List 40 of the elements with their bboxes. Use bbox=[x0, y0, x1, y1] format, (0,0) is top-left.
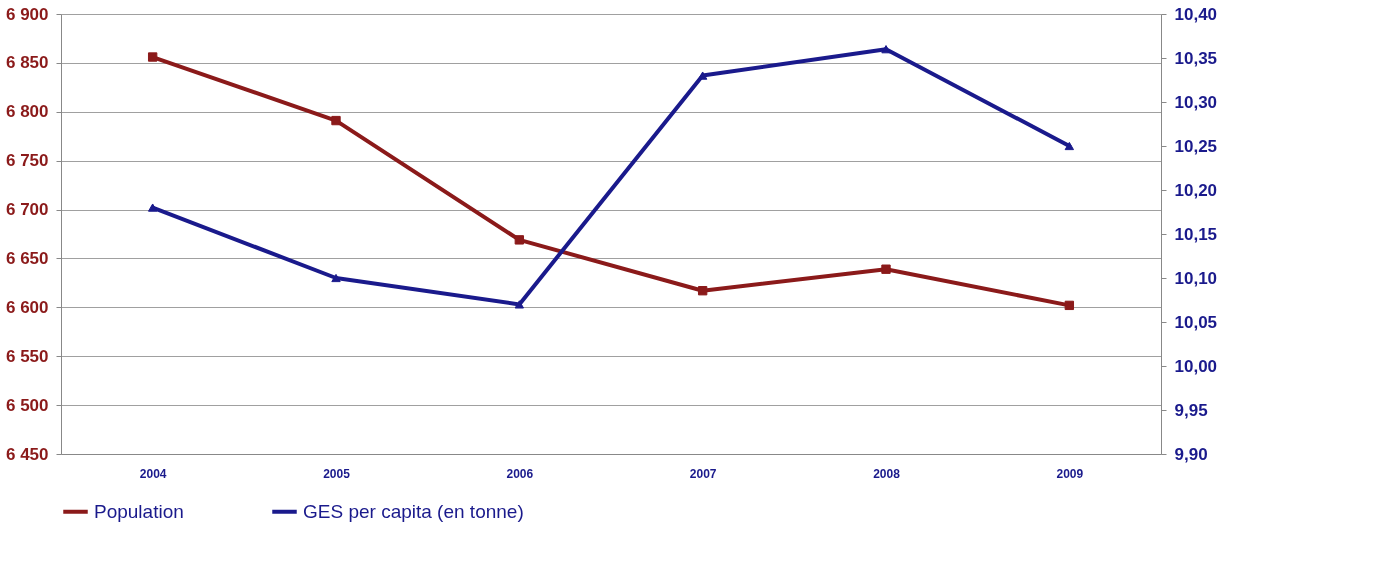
y2-tick-label: 10,10 bbox=[1174, 268, 1218, 288]
y-tick-label: 6 750 bbox=[5, 151, 49, 171]
y-tick-label: 6 450 bbox=[5, 444, 49, 464]
x-tick-label: 2009 bbox=[1056, 466, 1084, 481]
x-tick-label: 2007 bbox=[689, 466, 717, 481]
y-tick-label: 6 650 bbox=[5, 248, 49, 268]
y-tick-label: 6 600 bbox=[5, 297, 49, 317]
x-tick-label: 2004 bbox=[139, 466, 167, 481]
y2-tick-label: 10,15 bbox=[1174, 224, 1218, 244]
y2-tick-label: 9,90 bbox=[1174, 444, 1208, 464]
point bbox=[514, 235, 525, 245]
y-tick-label: 6 700 bbox=[5, 200, 49, 220]
x-tick-label: 2008 bbox=[873, 466, 901, 481]
point bbox=[147, 203, 158, 212]
point bbox=[331, 115, 341, 126]
y2-tick-label: 10,00 bbox=[1174, 356, 1218, 376]
point bbox=[1064, 141, 1075, 151]
legend-label: Population bbox=[94, 500, 184, 522]
y2-tick-label: 9,95 bbox=[1174, 400, 1208, 420]
x-tick-label: 2005 bbox=[323, 466, 351, 481]
x-tick-label: 2006 bbox=[506, 466, 534, 481]
y-tick-label: 6 500 bbox=[5, 395, 49, 415]
point bbox=[881, 264, 891, 274]
legend-label: GES per capita (en tonne) bbox=[303, 500, 524, 522]
y-tick-label: 6 900 bbox=[5, 4, 49, 24]
y2-tick-label: 10,25 bbox=[1174, 136, 1218, 156]
y2-tick-label: 10,30 bbox=[1174, 92, 1218, 112]
y-tick-label: 6 800 bbox=[5, 102, 49, 122]
point bbox=[881, 45, 891, 54]
y-tick-label: 6 550 bbox=[5, 346, 49, 366]
y2-tick-label: 10,20 bbox=[1174, 180, 1218, 200]
y2-tick-label: 10,35 bbox=[1174, 48, 1218, 68]
point bbox=[514, 300, 525, 309]
point bbox=[1064, 300, 1075, 311]
point bbox=[147, 52, 158, 62]
y2-tick-label: 10,05 bbox=[1174, 312, 1218, 332]
y-tick-label: 6 850 bbox=[5, 53, 49, 73]
point bbox=[697, 286, 708, 296]
y2-tick-label: 10,40 bbox=[1174, 4, 1218, 24]
point bbox=[331, 273, 341, 283]
